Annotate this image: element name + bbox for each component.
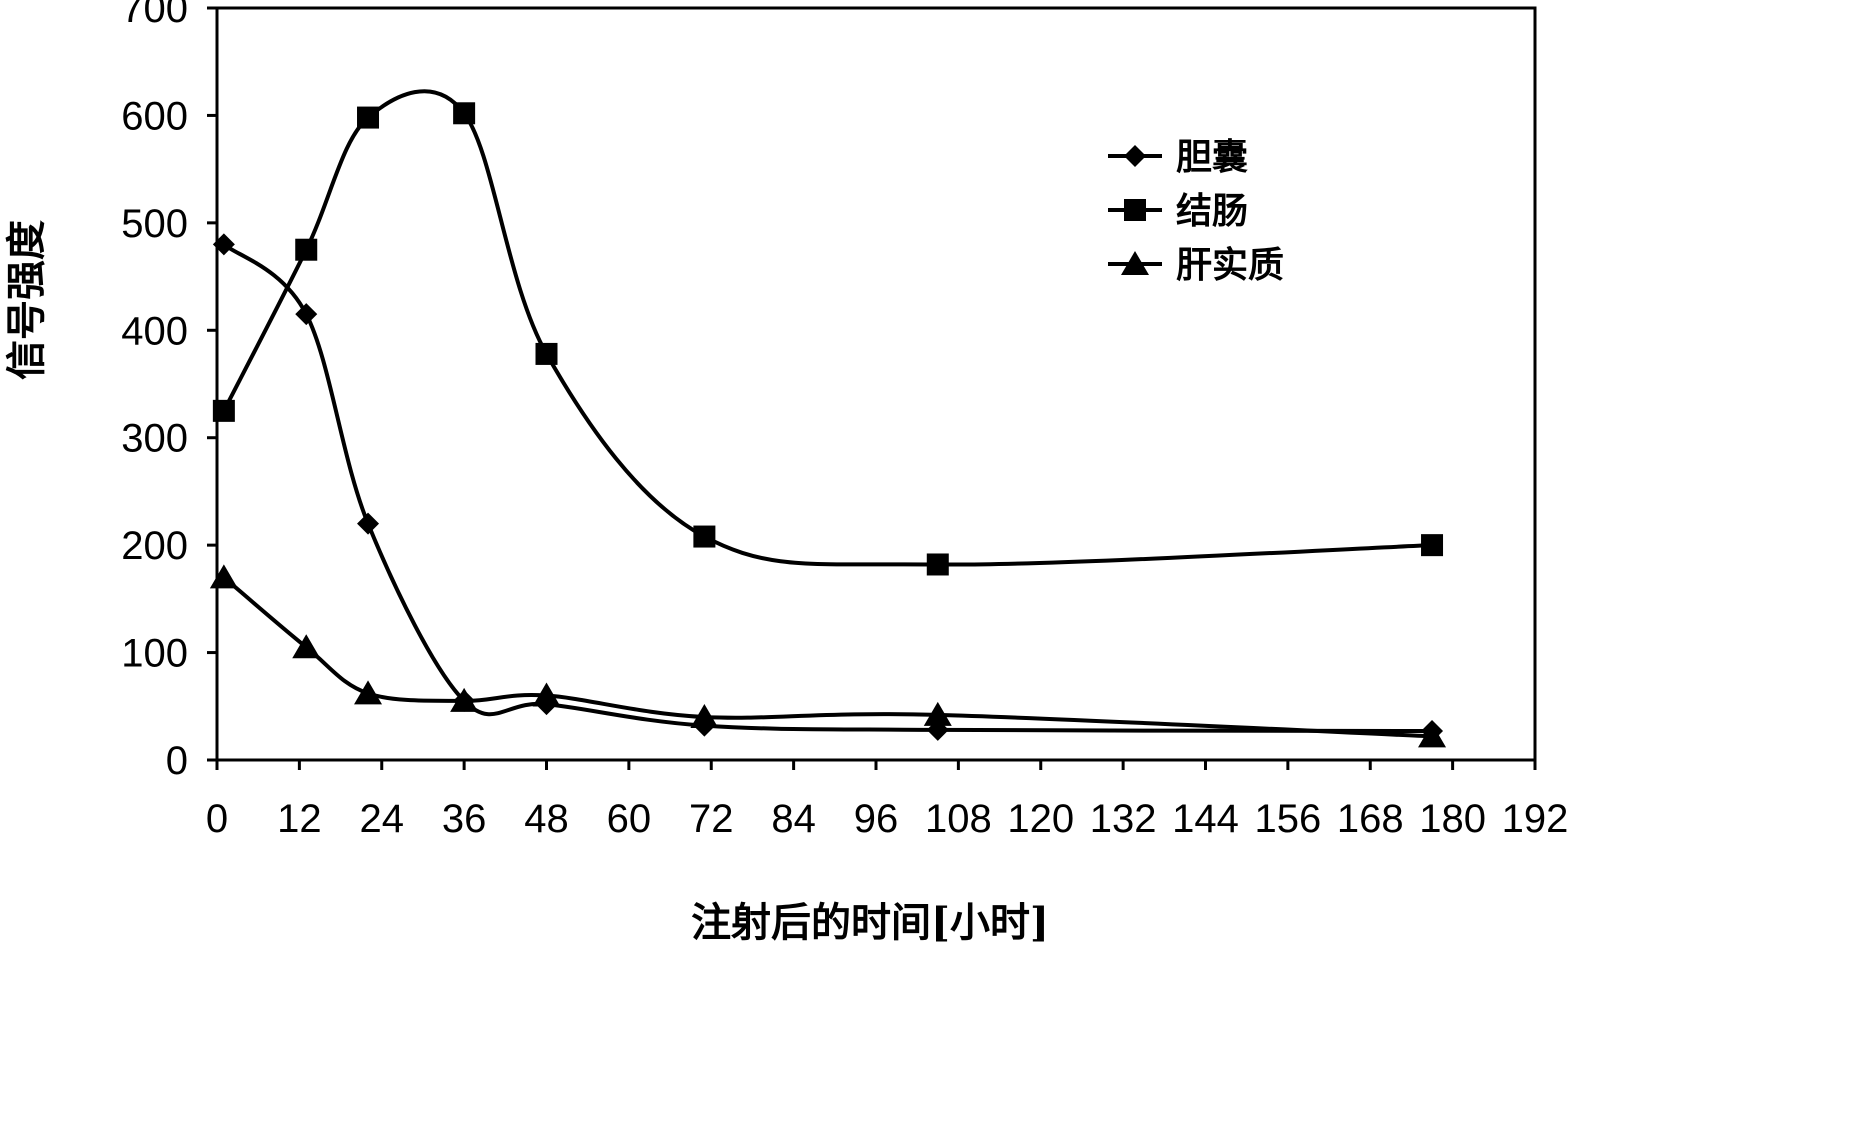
data-point-triangle xyxy=(450,687,479,712)
legend-label: 肝实质 xyxy=(1176,244,1284,286)
x-tick-label: 108 xyxy=(925,797,992,841)
y-axis-title: 信号强度 xyxy=(3,220,50,380)
x-tick-label: 60 xyxy=(607,797,652,841)
x-tick-label: 168 xyxy=(1337,797,1404,841)
legend-marker-diamond xyxy=(1124,145,1146,167)
y-tick-label: 600 xyxy=(121,94,188,138)
y-tick-label: 200 xyxy=(121,524,188,568)
data-point-triangle xyxy=(209,564,238,589)
data-point-square xyxy=(453,102,476,125)
data-point-square xyxy=(212,399,235,422)
data-point-diamond xyxy=(357,512,380,535)
data-point-triangle xyxy=(532,682,561,707)
x-tick-label: 96 xyxy=(854,797,899,841)
y-tick-label: 700 xyxy=(121,0,188,31)
data-point-triangle xyxy=(923,701,952,726)
x-tick-label: 84 xyxy=(771,797,816,841)
axes: 0 12 24 36 48 60 72 84 96 108 120 132 144 156 168 180 19… xyxy=(121,0,1568,841)
data-point-square xyxy=(1421,534,1444,557)
x-tick-label: 132 xyxy=(1090,797,1157,841)
x-tick-label: 72 xyxy=(689,797,734,841)
series-line-triangle xyxy=(221,575,1435,739)
data-point-diamond xyxy=(295,303,318,326)
data-point-triangle xyxy=(354,680,383,705)
data-point-triangle xyxy=(292,634,321,659)
x-tick-label: 36 xyxy=(442,797,487,841)
x-tick-label: 192 xyxy=(1502,797,1568,841)
data-point-square xyxy=(357,106,380,129)
data-point-diamond xyxy=(212,233,235,256)
data-point-square xyxy=(693,525,716,548)
legend-marker-triangle xyxy=(1121,251,1149,275)
y-tick-label: 0 xyxy=(166,739,188,783)
x-tick-label: 120 xyxy=(1007,797,1074,841)
x-tick-label: 24 xyxy=(360,797,405,841)
x-tick-label: 12 xyxy=(277,797,322,841)
legend-marker-square xyxy=(1124,199,1146,221)
x-tick-label: 48 xyxy=(524,797,569,841)
data-point-square xyxy=(926,553,949,576)
legend-label: 结肠 xyxy=(1176,190,1248,232)
y-tick-label: 100 xyxy=(121,632,188,676)
series-markers xyxy=(209,102,1447,748)
legend-label: 胆囊 xyxy=(1176,136,1248,178)
data-point-square xyxy=(295,238,318,261)
data-point-triangle xyxy=(690,704,719,729)
data-point-square xyxy=(535,342,558,365)
x-tick-label: 156 xyxy=(1255,797,1322,841)
y-tick-label: 400 xyxy=(121,309,188,353)
x-tick-label: 0 xyxy=(206,797,228,841)
y-tick-label: 500 xyxy=(121,202,188,246)
line-chart: 0 12 24 36 48 60 72 84 96 108 120 132 144 156 168 180 19… xyxy=(3,0,1568,946)
x-axis-title: 注射后的时间[小时] xyxy=(691,899,1049,946)
y-tick-label: 300 xyxy=(121,417,188,461)
x-tick-label: 180 xyxy=(1419,797,1486,841)
data-point-triangle xyxy=(1418,723,1447,748)
x-tick-label: 144 xyxy=(1172,797,1239,841)
plot-area-frame xyxy=(215,6,1537,762)
